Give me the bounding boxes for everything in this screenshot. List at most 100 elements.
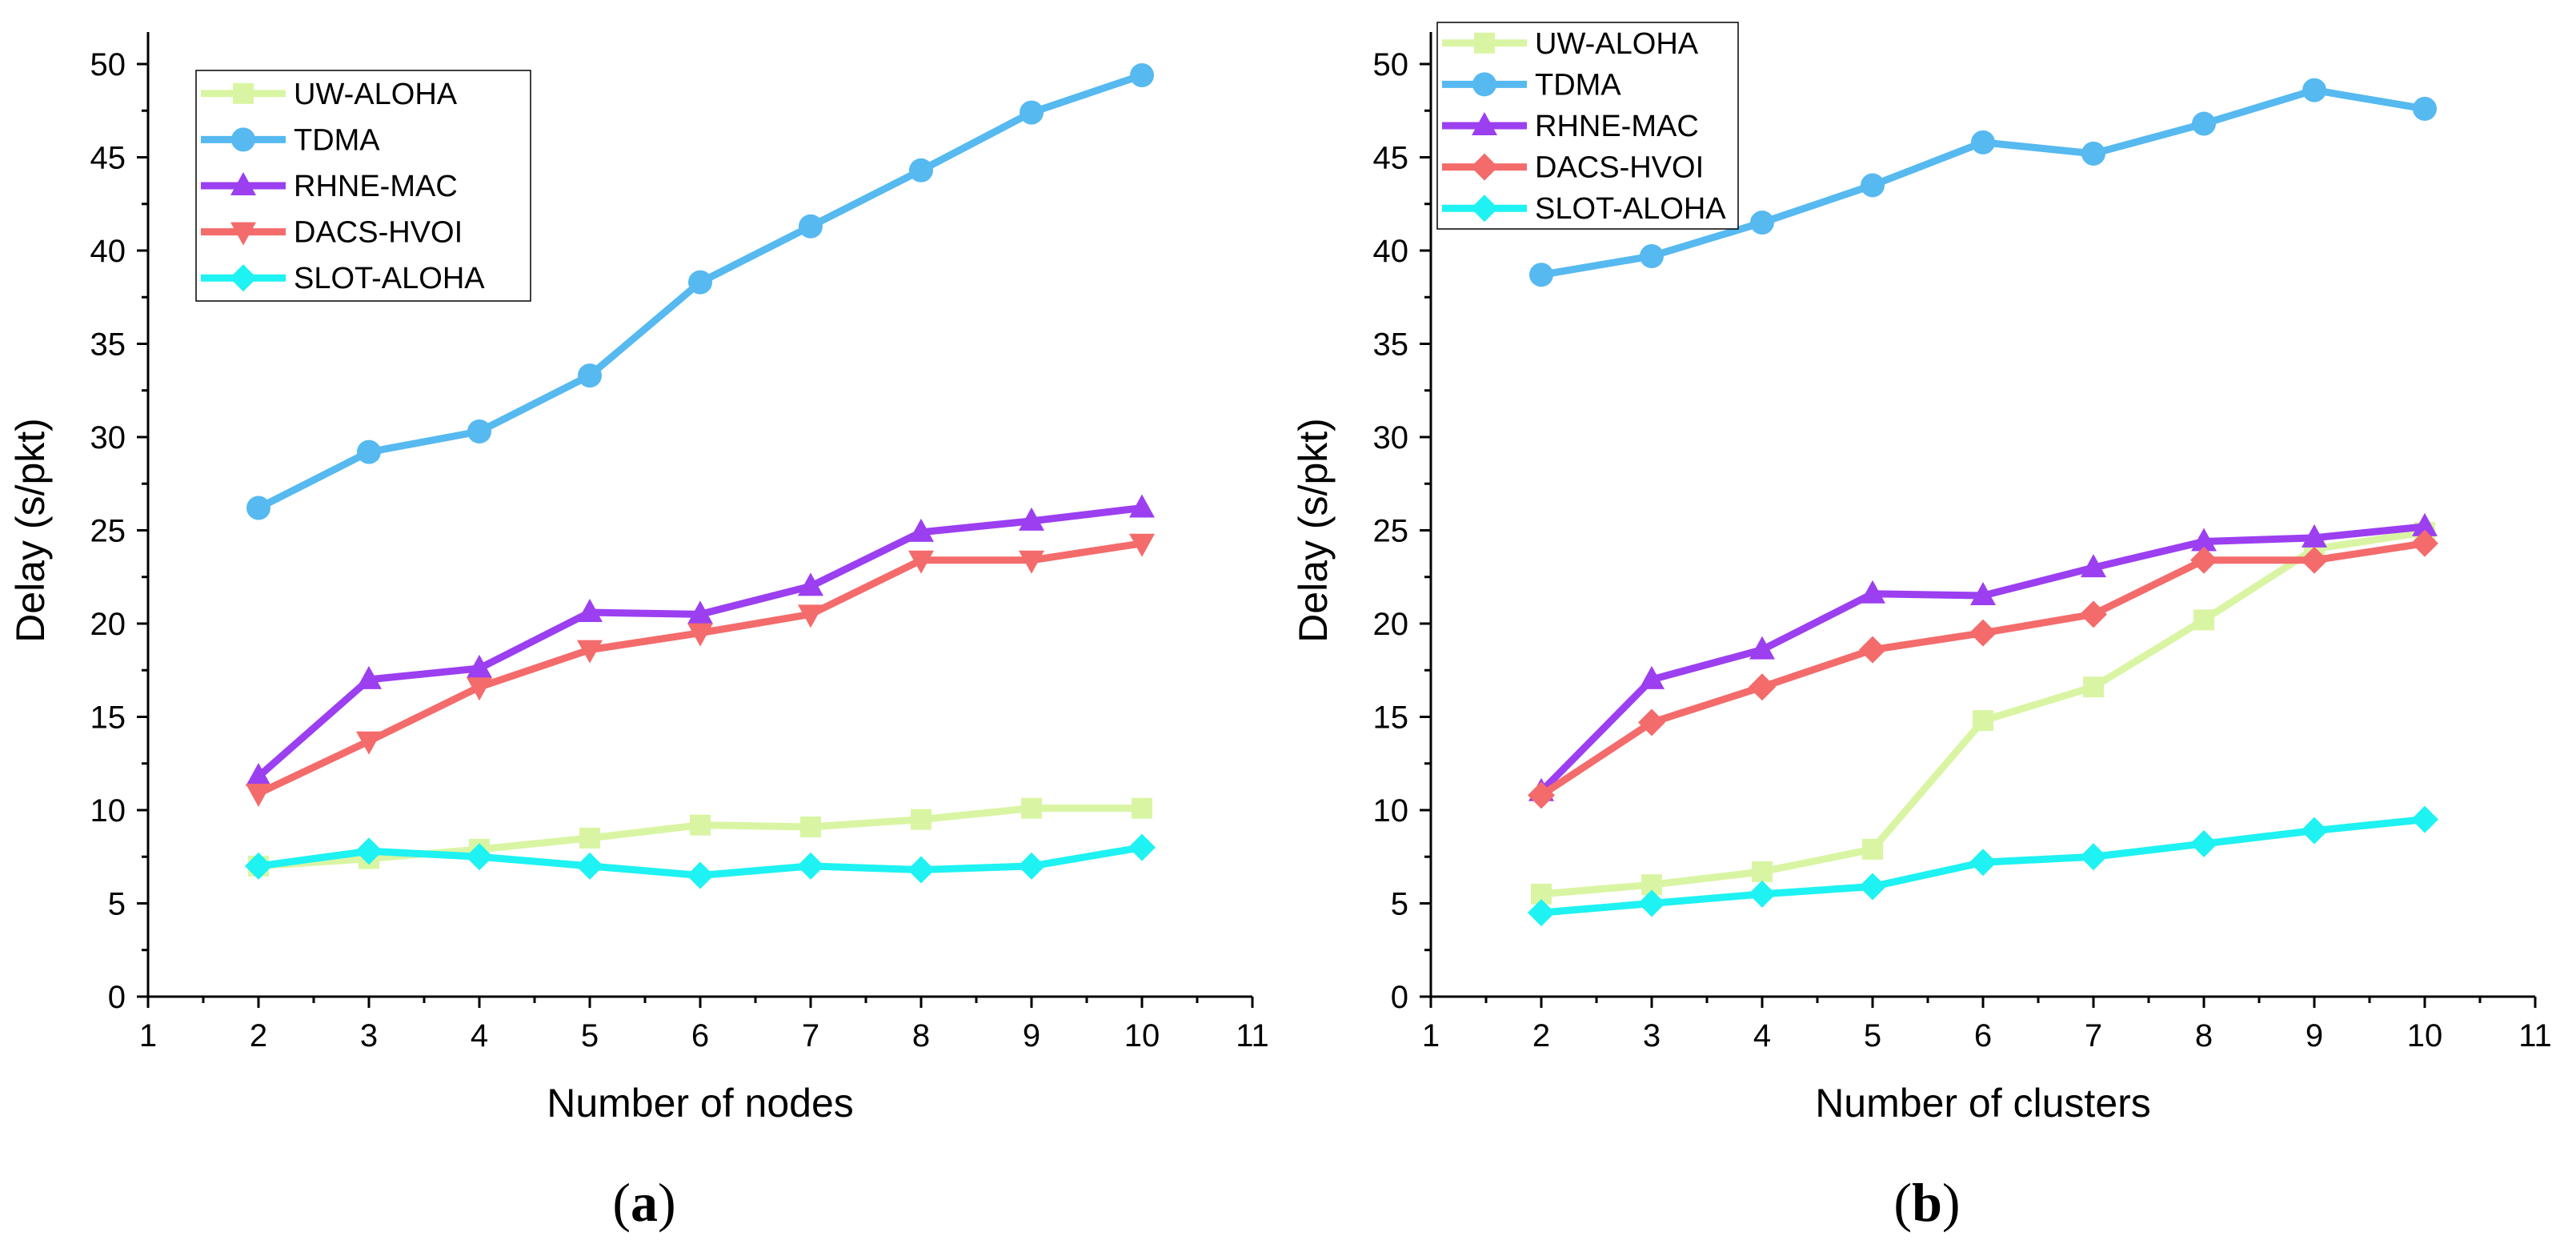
- x-tick-label: 1: [139, 1018, 157, 1053]
- legend-label: TDMA: [294, 123, 380, 157]
- data-point: [688, 270, 712, 295]
- x-tick-label: 6: [691, 1018, 709, 1053]
- y-tick-label: 40: [90, 234, 126, 269]
- legend-marker: [230, 222, 256, 246]
- y-tick-label: 10: [90, 793, 126, 829]
- y-tick-label: 35: [1373, 327, 1409, 363]
- data-point: [798, 604, 823, 628]
- data-point: [355, 837, 383, 865]
- x-tick-label: 11: [1236, 1018, 1269, 1053]
- series-dacs-hvoi: [246, 533, 1155, 808]
- x-tick-label: 5: [1864, 1018, 1881, 1053]
- legend-label: UW-ALOHA: [1535, 27, 1699, 61]
- x-tick-label: 3: [360, 1018, 378, 1053]
- data-point: [467, 677, 492, 701]
- data-point: [1639, 665, 1665, 689]
- data-point: [687, 861, 714, 889]
- x-tick-label: 11: [2518, 1018, 2552, 1053]
- data-point: [908, 550, 934, 574]
- data-point: [1528, 899, 1555, 927]
- y-axis-label: Delay (s/pkt): [8, 418, 53, 643]
- y-tick-label: 25: [90, 514, 126, 549]
- x-tick-label: 8: [2195, 1018, 2213, 1053]
- panel-caption: (a): [612, 1172, 675, 1233]
- data-point: [2081, 554, 2106, 578]
- y-tick-label: 45: [90, 141, 126, 176]
- series-tdma: [1529, 78, 2437, 287]
- data-point: [1970, 582, 1996, 606]
- y-tick-label: 10: [1373, 793, 1409, 829]
- x-tick-label: 7: [802, 1018, 819, 1053]
- legend-marker: [230, 264, 257, 292]
- data-point: [2301, 817, 2328, 845]
- data-point: [2301, 546, 2328, 574]
- data-point: [576, 852, 603, 880]
- data-point: [467, 419, 491, 444]
- legend-marker: [1474, 32, 1495, 54]
- y-tick-label: 45: [1373, 141, 1409, 176]
- data-point: [1750, 211, 1774, 235]
- x-tick-label: 4: [471, 1018, 488, 1053]
- x-tick-label: 9: [1023, 1018, 1040, 1053]
- caption-paren-close: ): [658, 1172, 676, 1233]
- data-point: [1860, 580, 1885, 604]
- x-tick-label: 10: [1124, 1018, 1160, 1053]
- data-point: [909, 158, 933, 183]
- data-point: [907, 856, 935, 884]
- legend-entry: SLOT-ALOHA: [201, 262, 485, 295]
- x-tick-label: 4: [1753, 1018, 1771, 1053]
- data-point: [1969, 849, 1997, 877]
- y-tick-label: 5: [108, 887, 126, 922]
- x-axis-label: Number of clusters: [1815, 1081, 2151, 1126]
- series-tdma: [246, 62, 1154, 520]
- data-point: [2081, 141, 2105, 166]
- legend-entry: DACS-HVOI: [1442, 151, 1704, 185]
- data-point: [908, 518, 934, 542]
- y-axis-label: Delay (s/pkt): [1291, 418, 1336, 643]
- legend-label: SLOT-ALOHA: [1535, 192, 1726, 226]
- legend-label: DACS-HVOI: [294, 216, 463, 250]
- data-point: [1128, 833, 1156, 861]
- data-point: [2411, 529, 2438, 557]
- x-tick-label: 1: [1422, 1018, 1440, 1053]
- data-point: [2190, 546, 2217, 574]
- data-point: [1019, 550, 1044, 574]
- legend-label: RHNE-MAC: [294, 170, 458, 203]
- x-tick-label: 7: [2085, 1018, 2102, 1053]
- data-point: [1859, 873, 1886, 901]
- legend-marker: [1472, 112, 1497, 135]
- y-tick-label: 50: [90, 47, 126, 82]
- data-point: [2080, 843, 2107, 871]
- data-point: [687, 600, 713, 624]
- data-point: [246, 496, 270, 520]
- data-point: [1861, 173, 1885, 198]
- y-tick-label: 20: [90, 607, 126, 642]
- data-point: [245, 852, 272, 880]
- legend-entry: RHNE-MAC: [201, 170, 458, 203]
- legend-marker: [1471, 195, 1498, 223]
- caption-letter: a: [631, 1172, 658, 1233]
- data-point: [466, 843, 493, 871]
- data-point: [1129, 494, 1155, 518]
- data-point: [577, 599, 603, 623]
- data-point: [357, 439, 381, 464]
- data-point: [2302, 524, 2327, 548]
- y-tick-label: 40: [1373, 234, 1409, 269]
- data-point: [2412, 512, 2438, 536]
- caption-paren-open: (: [612, 1172, 631, 1233]
- data-point: [2302, 78, 2326, 102]
- legend-marker: [230, 172, 256, 195]
- data-point: [797, 852, 824, 880]
- data-point: [1132, 797, 1152, 819]
- legend-entry: UW-ALOHA: [1442, 27, 1699, 61]
- data-point: [1749, 636, 1775, 660]
- series-rhne-mac: [246, 494, 1155, 787]
- y-tick-label: 50: [1373, 47, 1409, 82]
- y-tick-label: 5: [1391, 887, 1408, 922]
- data-point: [1020, 100, 1044, 125]
- y-tick-label: 20: [1373, 607, 1409, 642]
- data-point: [1638, 708, 1665, 736]
- x-tick-label: 6: [1974, 1018, 1992, 1053]
